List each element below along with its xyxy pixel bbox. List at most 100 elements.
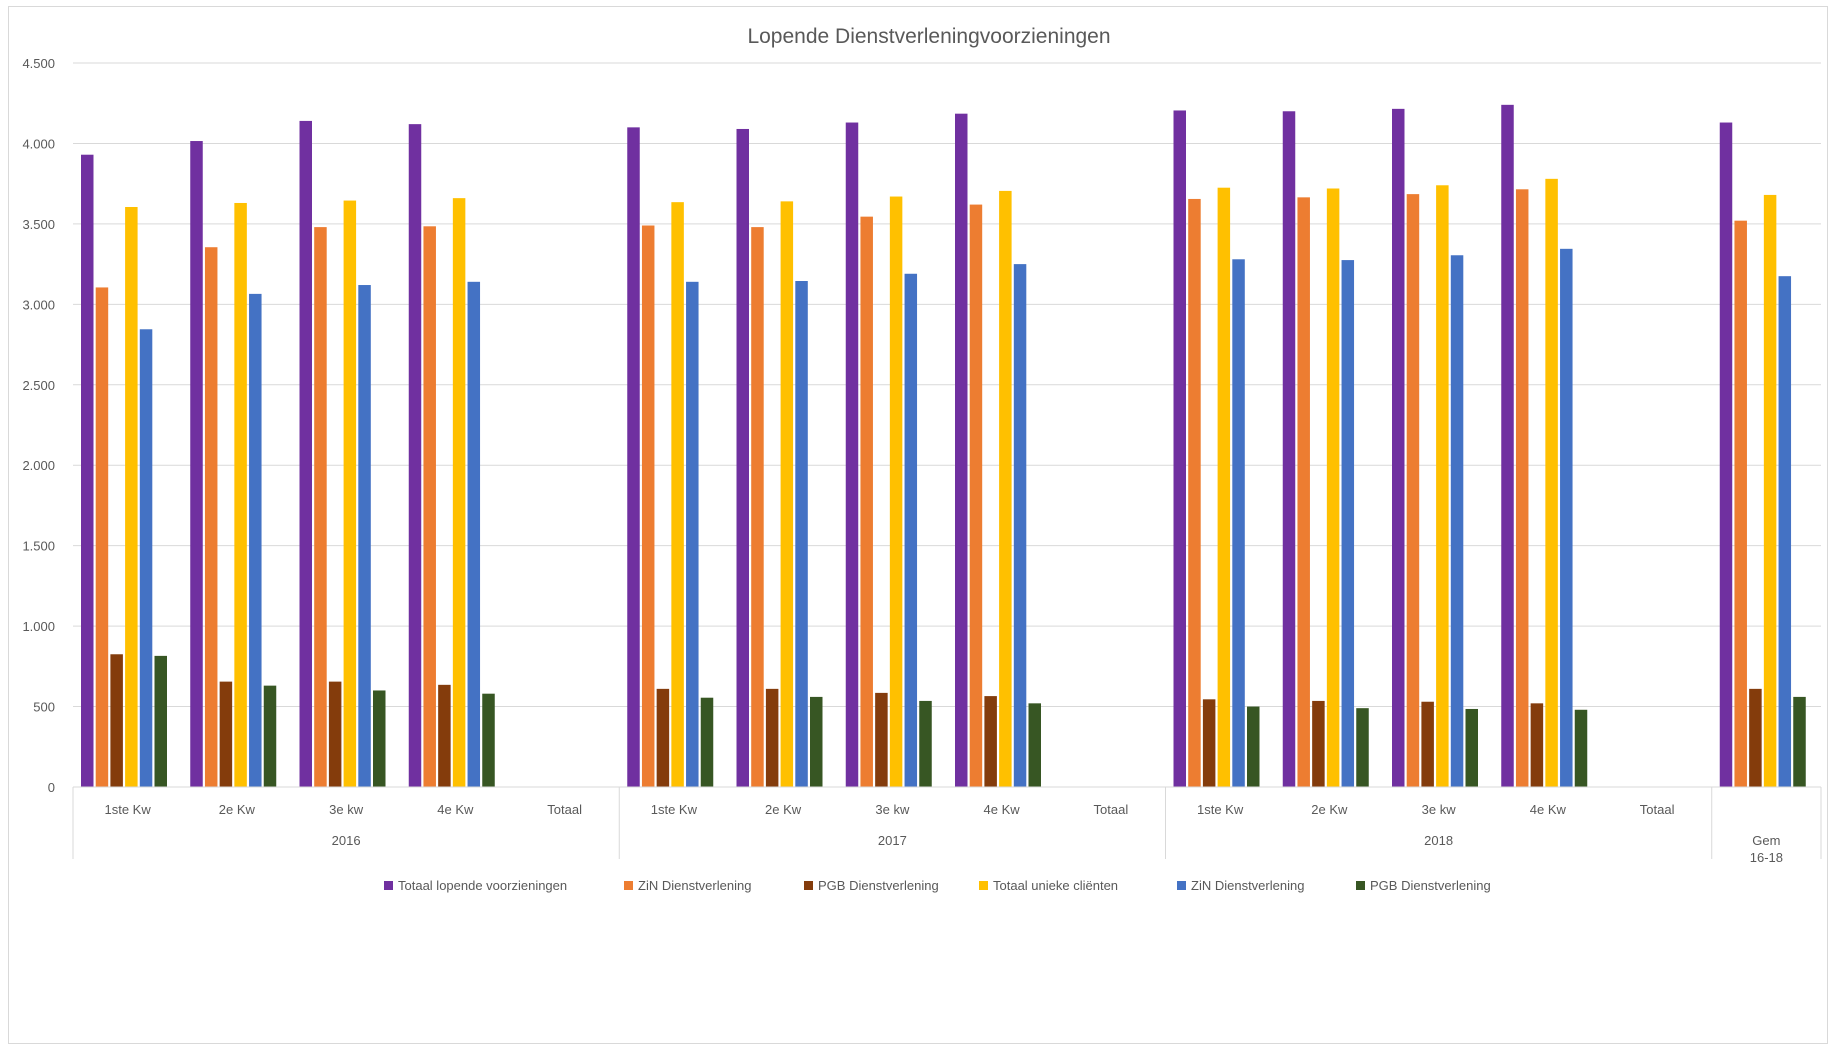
legend-swatch [384,881,393,890]
bar [765,688,779,787]
bar [1763,194,1777,787]
x-tick-label: Totaal [1094,802,1129,817]
gridlines [73,62,1821,788]
chart-frame: Lopende Dienstverleningvoorzieningen 0 50… [8,6,1828,1044]
y-tick-label: 500 [33,700,55,715]
bar [810,696,823,787]
bar [641,225,655,787]
bar [358,285,371,787]
x-tick-label-line: Gem [1752,833,1780,848]
x-tick-label: 1ste Kw [651,802,698,817]
bar [860,216,873,787]
bar [751,227,764,787]
bar [969,204,983,788]
y-tick-label: 2.000 [22,458,55,473]
x-tick-label: 4e Kw [437,802,474,817]
x-tick-label: 3e kw [329,802,364,817]
bar [139,329,153,787]
x-axis: 1ste Kw 2e Kw 3e kw 4e Kw Totaal 2016 1ste Kw 2… [72,786,1822,865]
bar [1574,709,1588,787]
bar [1778,276,1792,787]
bar [95,287,109,787]
bar [955,113,968,788]
y-tick-label: 4.500 [22,56,55,71]
x-tick-label: 1ste Kw [1197,802,1244,817]
legend-swatch [979,881,988,890]
bars [81,104,1806,788]
bar [1450,255,1464,788]
bar [1341,260,1355,787]
y-axis: 0 500 1.000 1.500 2.000 2.500 3.000 3.500 4.000 4… [22,56,55,795]
bar [1406,194,1420,787]
legend-label: Totaal unieke cliënten [993,878,1118,893]
bar [656,688,670,787]
bar [875,692,888,787]
bar [1202,699,1216,787]
x-tick-label: 2e Kw [1311,802,1348,817]
bar [1501,104,1514,787]
x-tick-label: Gem 16-18 [1750,833,1783,865]
bar [343,200,357,787]
bar [919,700,932,787]
bar [627,127,640,788]
bar [1530,703,1544,787]
bar [467,281,481,787]
bar [1793,696,1806,787]
bar [204,247,218,787]
bar [314,227,327,787]
x-tick-label: 2e Kw [219,802,256,817]
bar [904,273,918,788]
bar [482,693,495,787]
legend-label: ZiN Dienstverlening [1191,878,1304,893]
bar [452,198,466,787]
x-group-label: 2016 [332,833,361,848]
x-group-label: 2018 [1424,833,1453,848]
y-tick-label: 1.000 [22,619,55,634]
bar [438,684,451,787]
bar [423,226,436,787]
y-tick-label: 4.000 [22,136,55,151]
bar [1312,700,1325,787]
bar [1282,111,1296,788]
bar [110,654,123,787]
bar [1719,122,1733,788]
bar [671,202,684,787]
bar [373,690,386,787]
x-tick-label: 3e kw [875,802,910,817]
legend-swatch [1356,881,1365,890]
bar [263,685,277,787]
chart-title: Lopende Dienstverleningvoorzieningen [747,25,1110,48]
y-tick-label: 2.500 [22,378,55,393]
x-tick-label: 3e kw [1422,802,1457,817]
bar [1560,248,1573,787]
bar [219,681,233,787]
legend-swatch [1177,881,1186,890]
bar [984,696,997,787]
bar [1465,708,1478,787]
bar [154,655,167,787]
bar [1356,708,1369,787]
x-tick-label: 4e Kw [1530,802,1567,817]
y-tick-label: 1.500 [22,539,55,554]
legend-label: Totaal lopende voorzieningen [398,878,567,893]
bar [299,120,312,788]
x-tick-label-line: 16-18 [1750,850,1783,865]
bar [1028,703,1041,787]
bar [795,281,808,787]
y-tick-label: 3.000 [22,297,55,312]
bar [1421,701,1434,787]
bar [1217,187,1231,787]
bar [1436,185,1449,787]
bar [1545,178,1558,788]
bar [700,697,714,787]
bar [889,196,903,787]
x-group-label: 2017 [878,833,907,848]
bar [249,293,262,787]
bar [190,141,203,787]
legend-swatch [804,881,813,890]
bar [1734,220,1747,787]
bar [328,681,342,787]
bar [1515,189,1529,787]
bar [1247,706,1260,787]
bar [125,206,138,788]
